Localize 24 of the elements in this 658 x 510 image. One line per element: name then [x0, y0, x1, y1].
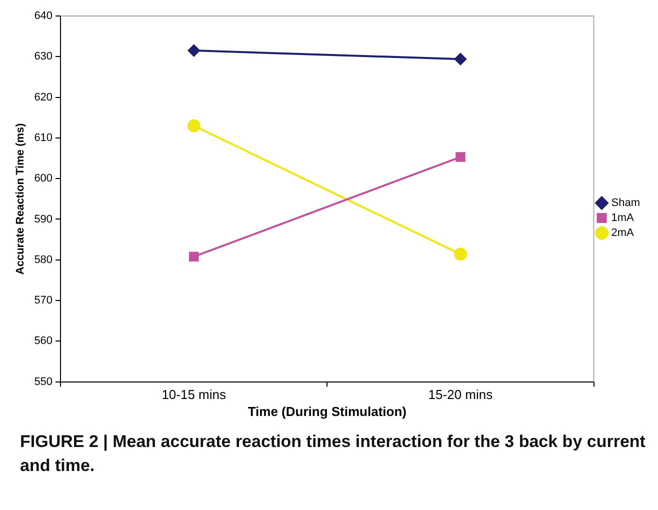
y-tick-label: 640: [34, 10, 53, 22]
legend-label: Sham: [611, 197, 640, 210]
x-tick-label: 10-15 mins: [162, 387, 227, 402]
y-tick-label: 600: [34, 172, 53, 185]
y-tick-label: 620: [34, 91, 53, 104]
point: [454, 248, 467, 261]
x-tick-label: 15-20 mins: [428, 387, 494, 402]
point: [188, 252, 199, 262]
y-tick-label: 570: [34, 294, 53, 307]
point: [456, 152, 466, 162]
y-tick-label: 560: [34, 335, 53, 348]
y-tick-label: 630: [34, 50, 53, 63]
y-axis-title: Accurate Reaction Time (ms): [14, 122, 27, 275]
legend-label: 2mA: [611, 227, 635, 240]
point: [187, 119, 200, 132]
caption: FIGURE 2 | Mean accurate reaction times interaction for the 3 back by current and time.: [20, 431, 646, 477]
legend-label: 1mA: [611, 212, 635, 224]
point: [188, 44, 200, 57]
y-tick-label: 590: [34, 213, 53, 226]
point: [454, 53, 466, 66]
y-tick-label: 610: [34, 132, 53, 144]
x-axis-title: Time (During Stimulation): [248, 404, 406, 419]
y-tick-label: 550: [34, 376, 53, 388]
y-tick-label: 580: [34, 254, 53, 266]
